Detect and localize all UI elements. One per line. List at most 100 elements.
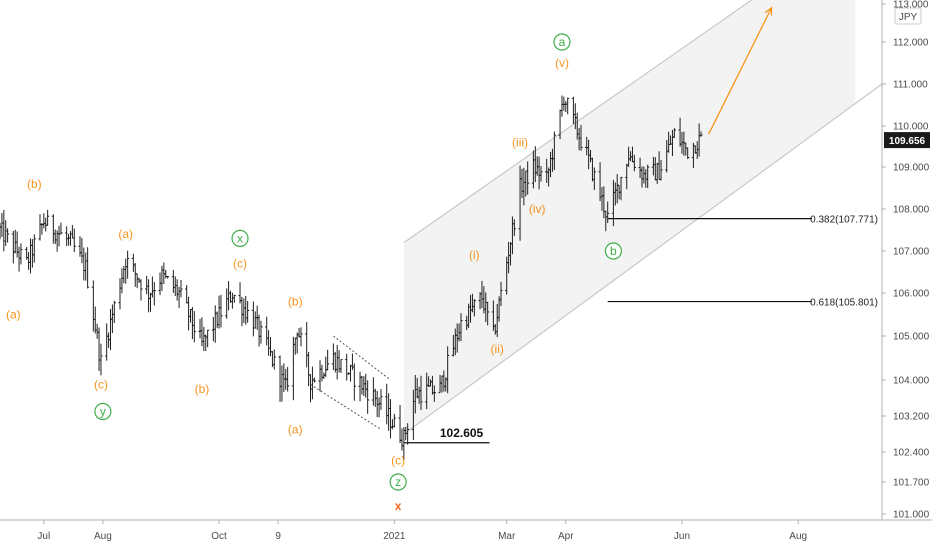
ohlc-bar — [6, 228, 10, 243]
ohlc-bar — [219, 294, 223, 328]
channel-fill — [403, 0, 856, 434]
ohlc-bar — [257, 314, 261, 347]
ohlc-bar — [26, 252, 31, 270]
ohlc-bar — [295, 332, 299, 354]
x-tick-label: 9 — [275, 531, 281, 542]
ohlc-bar — [126, 250, 130, 279]
wave-label-orange: (b) — [195, 382, 210, 396]
ohlc-bar — [360, 375, 364, 395]
ohlc-bar — [339, 359, 343, 374]
ohlc-bar — [226, 280, 231, 311]
ohlc-bar — [53, 229, 57, 245]
ohlc-bar — [213, 305, 217, 343]
wave-label-green: b — [604, 242, 622, 260]
ohlc-bar — [38, 214, 42, 241]
ohlc-bar — [564, 100, 568, 113]
ohlc-bar — [345, 353, 349, 381]
y-tick-label: 102.400 — [893, 448, 930, 459]
ohlc-bar — [366, 380, 370, 414]
ohlc-bar — [179, 280, 183, 298]
ohlc-bar — [592, 167, 596, 191]
ohlc-bar — [560, 95, 564, 117]
ohlc-bar — [244, 295, 248, 325]
ohlc-bar — [44, 217, 48, 232]
ohlc-bar — [446, 346, 450, 394]
ohlc-bar — [51, 214, 55, 244]
ohlc-bar — [148, 292, 153, 312]
ohlc-bar — [672, 128, 676, 138]
wave-label-orange: (ii) — [491, 342, 504, 356]
ohlc-bar — [305, 322, 309, 368]
x-tick-label: Apr — [558, 531, 574, 542]
y-tick-label: 104.000 — [893, 376, 930, 387]
ohlc-bar — [299, 327, 303, 347]
wave-label-text: b — [610, 244, 617, 258]
channel-upper-line — [403, 0, 753, 244]
ohlc-bar — [377, 397, 381, 418]
ohlc-bar — [472, 299, 476, 317]
ohlc-bar — [253, 311, 257, 329]
ohlc-bar — [242, 298, 246, 323]
ohlc-bar — [297, 328, 301, 338]
ohlc-bar — [202, 326, 206, 352]
ohlc-bar — [32, 234, 36, 263]
wave-circle — [553, 33, 571, 51]
ohlc-bar — [251, 301, 255, 337]
ohlc-bar — [268, 336, 273, 357]
ohlc-bars — [0, 95, 703, 461]
ohlc-bar — [379, 389, 383, 410]
ohlc-bar — [232, 294, 236, 303]
wave-label-orange: (b) — [288, 295, 303, 309]
price-channel — [403, 0, 883, 435]
ohlc-bar — [15, 231, 19, 258]
wave-circle — [231, 229, 249, 247]
ohlc-bar — [392, 413, 396, 428]
ohlc-bar — [267, 330, 271, 356]
arrow-shaft — [708, 7, 773, 135]
triangle-line — [333, 335, 391, 381]
wave-label-green: y — [94, 402, 112, 421]
ohlc-bar — [95, 323, 99, 339]
x-tick-label: Aug — [789, 531, 807, 542]
ohlc-bar — [312, 377, 316, 383]
ohlc-bar — [388, 399, 393, 439]
endpoint-x-marker: x — [395, 499, 402, 513]
ohlc-bar — [499, 281, 503, 307]
ohlc-bar — [362, 376, 366, 397]
ohlc-bar — [46, 209, 50, 226]
ohlc-bar — [215, 311, 219, 328]
x-tick-label: Jul — [37, 531, 50, 542]
ohlc-bar — [112, 300, 116, 323]
last-price-tag: 109.656 — [884, 132, 930, 149]
wave-circle — [94, 402, 112, 421]
ohlc-bar — [659, 160, 663, 181]
ohlc-bar — [646, 164, 650, 188]
ohlc-bar — [131, 253, 135, 272]
ohlc-bar — [364, 373, 368, 398]
wave-label-orange: (i) — [469, 248, 480, 262]
y-tick-label: 101.700 — [893, 478, 930, 489]
wave-label-text: z — [395, 475, 401, 489]
y-tick-label: 109.000 — [893, 163, 930, 174]
ohlc-bar — [185, 285, 189, 304]
y-tick-label: 112.000 — [893, 38, 929, 49]
ohlc-bar — [331, 343, 335, 371]
ohlc-bar — [259, 320, 263, 344]
ohlc-bar — [217, 295, 221, 329]
ohlc-bar — [108, 308, 113, 351]
ohlc-bar — [93, 306, 97, 334]
ohlc-bar — [387, 393, 391, 431]
ohlc-bar — [135, 273, 139, 289]
ohlc-bar — [228, 290, 233, 303]
ohlc-bar — [371, 377, 375, 406]
ohlc-bar — [206, 329, 210, 348]
ohlc-bar — [139, 279, 143, 301]
ohlc-bar — [291, 336, 295, 401]
ohlc-bar — [280, 365, 284, 402]
wave-circle — [389, 473, 407, 491]
ohlc-bar — [265, 316, 269, 346]
ohlc-bar — [133, 262, 137, 287]
ohlc-bar — [166, 275, 170, 279]
ohlc-bar — [335, 344, 339, 380]
